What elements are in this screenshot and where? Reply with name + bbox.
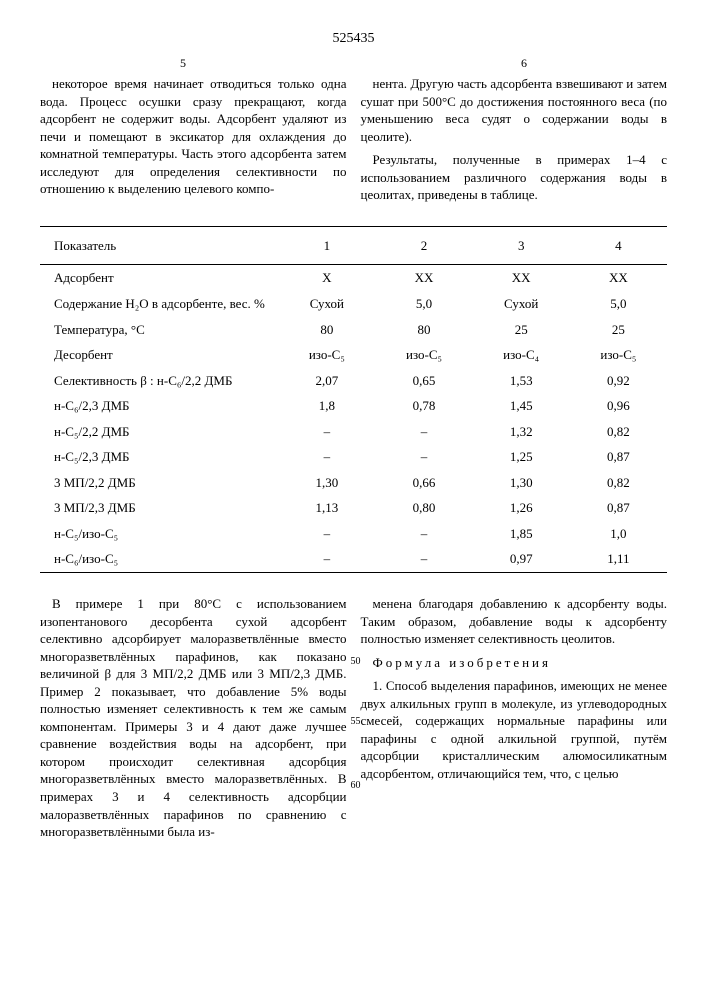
- paragraph: В примере 1 при 80°С с использованием из…: [40, 595, 347, 841]
- column-page-numbers: 5 6: [40, 55, 667, 71]
- cell-value: –: [278, 546, 375, 572]
- cell-value: изо-C₄: [473, 342, 570, 368]
- cell-value: Сухой: [473, 291, 570, 317]
- document-number: 525435: [40, 30, 667, 49]
- col-header: Показатель: [40, 226, 278, 265]
- cell-value: 80: [278, 317, 375, 343]
- bottom-text-columns: В примере 1 при 80°С с использованием из…: [40, 595, 667, 847]
- cell-value: изо-C₅: [570, 342, 667, 368]
- top-right-col: нента. Другую часть адсорбента взвешиваю…: [361, 75, 668, 210]
- line-number: 60: [351, 779, 361, 793]
- cell-value: 0,96: [570, 393, 667, 419]
- table-row: 3 МП/2,2 ДМБ1,300,661,300,82: [40, 470, 667, 496]
- cell-value: 1,25: [473, 444, 570, 470]
- col-header: 1: [278, 226, 375, 265]
- table-row: н-C₆/изо-C₅––0,971,11: [40, 546, 667, 572]
- cell-value: 5,0: [570, 291, 667, 317]
- row-label: н-C₅/2,2 ДМБ: [40, 419, 278, 445]
- paragraph: некоторое время начинает отводиться толь…: [40, 75, 347, 198]
- table-row: Температура, °С80802525: [40, 317, 667, 343]
- cell-value: Сухой: [278, 291, 375, 317]
- cell-value: 1,8: [278, 393, 375, 419]
- top-text-columns: некоторое время начинает отводиться толь…: [40, 75, 667, 210]
- cell-value: 2,07: [278, 368, 375, 394]
- table-row: АдсорбентXXXXXXX: [40, 265, 667, 291]
- cell-value: –: [278, 444, 375, 470]
- cell-value: 1,0: [570, 521, 667, 547]
- cell-value: XX: [375, 265, 472, 291]
- cell-value: 1,13: [278, 495, 375, 521]
- cell-value: 1,30: [473, 470, 570, 496]
- cell-value: X: [278, 265, 375, 291]
- row-label: н-C₅/2,3 ДМБ: [40, 444, 278, 470]
- table-row: н-C₅/изо-C₅––1,851,0: [40, 521, 667, 547]
- table-row: н-C₅/2,3 ДМБ––1,250,87: [40, 444, 667, 470]
- cell-value: –: [278, 521, 375, 547]
- cell-value: 1,11: [570, 546, 667, 572]
- col-header: 4: [570, 226, 667, 265]
- table-row: н-C₅/2,2 ДМБ––1,320,82: [40, 419, 667, 445]
- paragraph: нента. Другую часть адсорбента взвешиваю…: [361, 75, 668, 145]
- row-label: н-C₆/2,3 ДМБ: [40, 393, 278, 419]
- top-left-col: некоторое время начинает отводиться толь…: [40, 75, 347, 210]
- cell-value: XX: [473, 265, 570, 291]
- col-header: 2: [375, 226, 472, 265]
- col-num-left: 5: [180, 55, 186, 71]
- row-label: Десорбент: [40, 342, 278, 368]
- cell-value: 80: [375, 317, 472, 343]
- paragraph: менена благодаря добавлению к адсорбенту…: [361, 595, 668, 648]
- row-label: 3 МП/2,3 ДМБ: [40, 495, 278, 521]
- cell-value: 0,65: [375, 368, 472, 394]
- cell-value: 1,53: [473, 368, 570, 394]
- cell-value: 0,97: [473, 546, 570, 572]
- table-row: Десорбентизо-C₅изо-C₅изо-C₄изо-C₅: [40, 342, 667, 368]
- table-row: Содержание H₂O в адсорбенте, вес. %Сухой…: [40, 291, 667, 317]
- row-label: Селективность β : н-C₆/2,2 ДМБ: [40, 368, 278, 394]
- row-label: Температура, °С: [40, 317, 278, 343]
- cell-value: 0,82: [570, 419, 667, 445]
- paragraph: 1. Способ выделения парафинов, имеющих н…: [361, 677, 668, 782]
- bottom-left-col: В примере 1 при 80°С с использованием из…: [40, 595, 347, 847]
- cell-value: –: [375, 546, 472, 572]
- cell-value: 5,0: [375, 291, 472, 317]
- cell-value: 1,45: [473, 393, 570, 419]
- row-label: 3 МП/2,2 ДМБ: [40, 470, 278, 496]
- table-header-row: Показатель 1 2 3 4: [40, 226, 667, 265]
- formula-title: Формула изобретения: [361, 654, 668, 672]
- cell-value: 0,82: [570, 470, 667, 496]
- cell-value: изо-C₅: [375, 342, 472, 368]
- line-number: 50: [351, 655, 361, 669]
- row-label: н-C₅/изо-C₅: [40, 521, 278, 547]
- row-label: Содержание H₂O в адсорбенте, вес. %: [40, 291, 278, 317]
- cell-value: 1,26: [473, 495, 570, 521]
- col-header: 3: [473, 226, 570, 265]
- table-row: 3 МП/2,3 ДМБ1,130,801,260,87: [40, 495, 667, 521]
- cell-value: 0,87: [570, 495, 667, 521]
- cell-value: –: [375, 419, 472, 445]
- cell-value: 0,78: [375, 393, 472, 419]
- cell-value: 0,92: [570, 368, 667, 394]
- cell-value: 1,30: [278, 470, 375, 496]
- col-num-right: 6: [521, 55, 527, 71]
- cell-value: 0,80: [375, 495, 472, 521]
- cell-value: 1,32: [473, 419, 570, 445]
- data-table: Показатель 1 2 3 4 АдсорбентXXXXXXXСодер…: [40, 226, 667, 573]
- table-row: Селективность β : н-C₆/2,2 ДМБ2,070,651,…: [40, 368, 667, 394]
- row-label: Адсорбент: [40, 265, 278, 291]
- paragraph: Результаты, полученные в примерах 1–4 с …: [361, 151, 668, 204]
- line-number: 55: [351, 715, 361, 729]
- cell-value: –: [375, 521, 472, 547]
- cell-value: –: [278, 419, 375, 445]
- cell-value: изо-C₅: [278, 342, 375, 368]
- table-row: н-C₆/2,3 ДМБ1,80,781,450,96: [40, 393, 667, 419]
- cell-value: XX: [570, 265, 667, 291]
- cell-value: 1,85: [473, 521, 570, 547]
- cell-value: 0,66: [375, 470, 472, 496]
- cell-value: 25: [570, 317, 667, 343]
- row-label: н-C₆/изо-C₅: [40, 546, 278, 572]
- cell-value: 25: [473, 317, 570, 343]
- cell-value: 0,87: [570, 444, 667, 470]
- cell-value: –: [375, 444, 472, 470]
- bottom-right-col: менена благодаря добавлению к адсорбенту…: [361, 595, 668, 847]
